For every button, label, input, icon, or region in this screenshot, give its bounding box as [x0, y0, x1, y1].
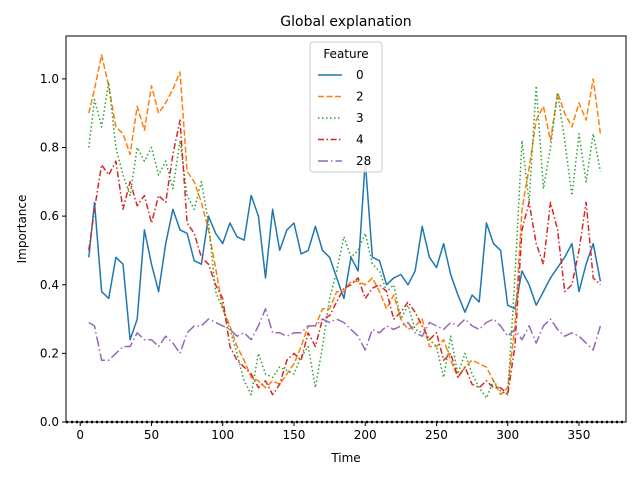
legend-label-2: 2 [356, 90, 364, 104]
legend: Feature 0 2 3 4 28 [309, 41, 383, 173]
y-axis: 0.0 0.2 0.4 0.6 0.8 1.0 [40, 72, 66, 429]
chart-title: Global explanation [280, 14, 411, 30]
x-tick-label: 250 [425, 428, 448, 442]
x-tick-label: 200 [354, 428, 377, 442]
series-line-28 [88, 308, 602, 361]
y-tick-label: 0.6 [40, 209, 59, 223]
y-tick-label: 1.0 [40, 72, 59, 86]
x-tick-label: 300 [496, 428, 519, 442]
series-line-3 [88, 81, 602, 399]
axes-frame [65, 35, 627, 423]
series-line-0 [88, 160, 602, 341]
legend-label-0: 0 [356, 68, 364, 82]
y-tick-label: 0.0 [40, 415, 59, 429]
legend-items: 0 2 3 4 28 [318, 68, 371, 168]
y-tick-label: 0.8 [40, 141, 59, 155]
y-tick-label: 0.2 [40, 346, 59, 360]
x-axis-label: Time [330, 451, 360, 465]
legend-label-4: 4 [356, 133, 364, 147]
x-tick-label: 100 [211, 428, 234, 442]
x-tick-label: 150 [283, 428, 306, 442]
series-line-4 [88, 119, 601, 396]
legend-label-3: 3 [356, 111, 364, 125]
y-axis-label: Importance [15, 195, 29, 264]
x-tick-label: 350 [568, 428, 591, 442]
legend-title: Feature [323, 47, 368, 61]
legend-box [309, 41, 383, 173]
legend-label-28: 28 [356, 154, 371, 168]
x-axis: 0 50 100 150 200 250 300 350 [76, 422, 590, 442]
x-tick-label: 0 [76, 428, 84, 442]
x-tick-label: 50 [144, 428, 159, 442]
y-tick-label: 0.4 [40, 278, 59, 292]
series-line-2 [88, 54, 602, 396]
